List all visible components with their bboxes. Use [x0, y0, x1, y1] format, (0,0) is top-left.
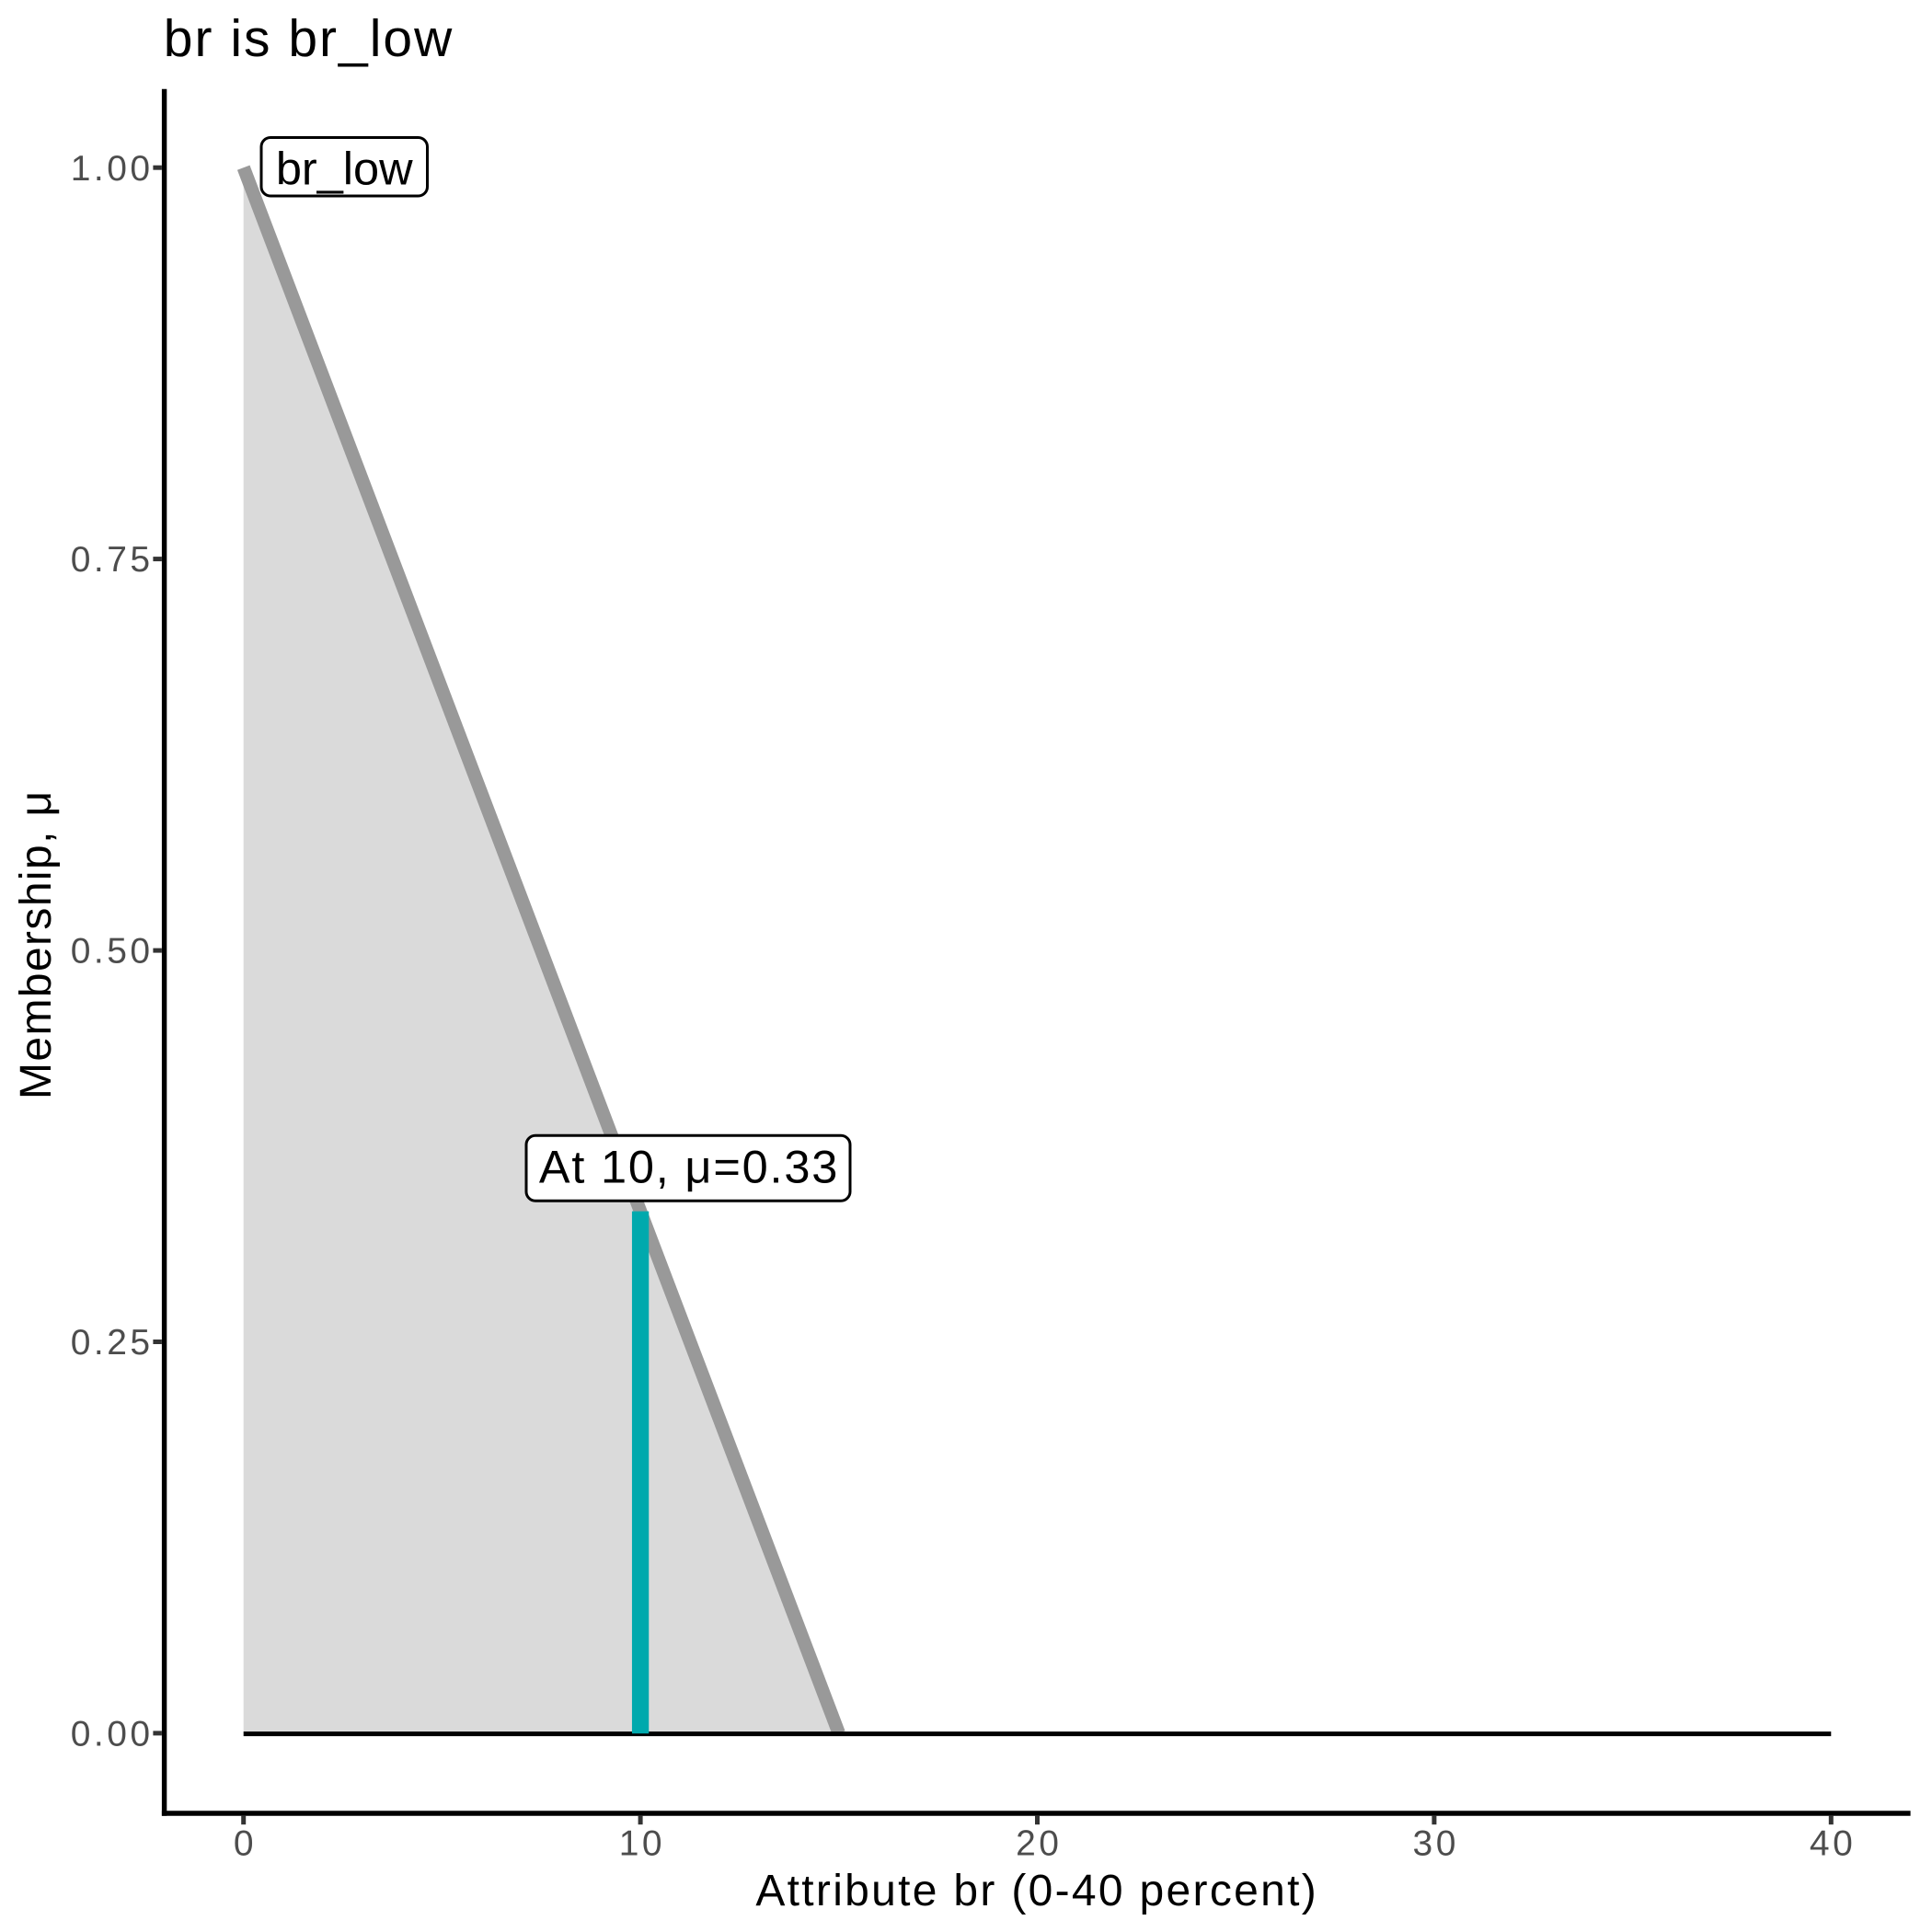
svg-text:0.50: 0.50	[71, 932, 154, 972]
svg-text:40: 40	[1810, 1824, 1856, 1864]
svg-text:0.25: 0.25	[71, 1323, 154, 1363]
svg-text:Membership, μ: Membership, μ	[12, 789, 61, 1099]
svg-text:30: 30	[1413, 1824, 1459, 1864]
svg-text:br_low: br_low	[276, 143, 413, 195]
svg-text:0.75: 0.75	[71, 540, 154, 580]
svg-text:20: 20	[1016, 1824, 1062, 1864]
svg-text:10: 10	[619, 1824, 665, 1864]
svg-text:br is br_low: br is br_low	[164, 9, 454, 68]
svg-text:0.00: 0.00	[71, 1715, 154, 1754]
svg-text:Attribute br (0-40 percent): Attribute br (0-40 percent)	[755, 1867, 1318, 1915]
svg-text:At 10, μ=0.33: At 10, μ=0.33	[539, 1140, 839, 1192]
svg-text:1.00: 1.00	[71, 149, 154, 189]
svg-text:0: 0	[234, 1824, 257, 1864]
